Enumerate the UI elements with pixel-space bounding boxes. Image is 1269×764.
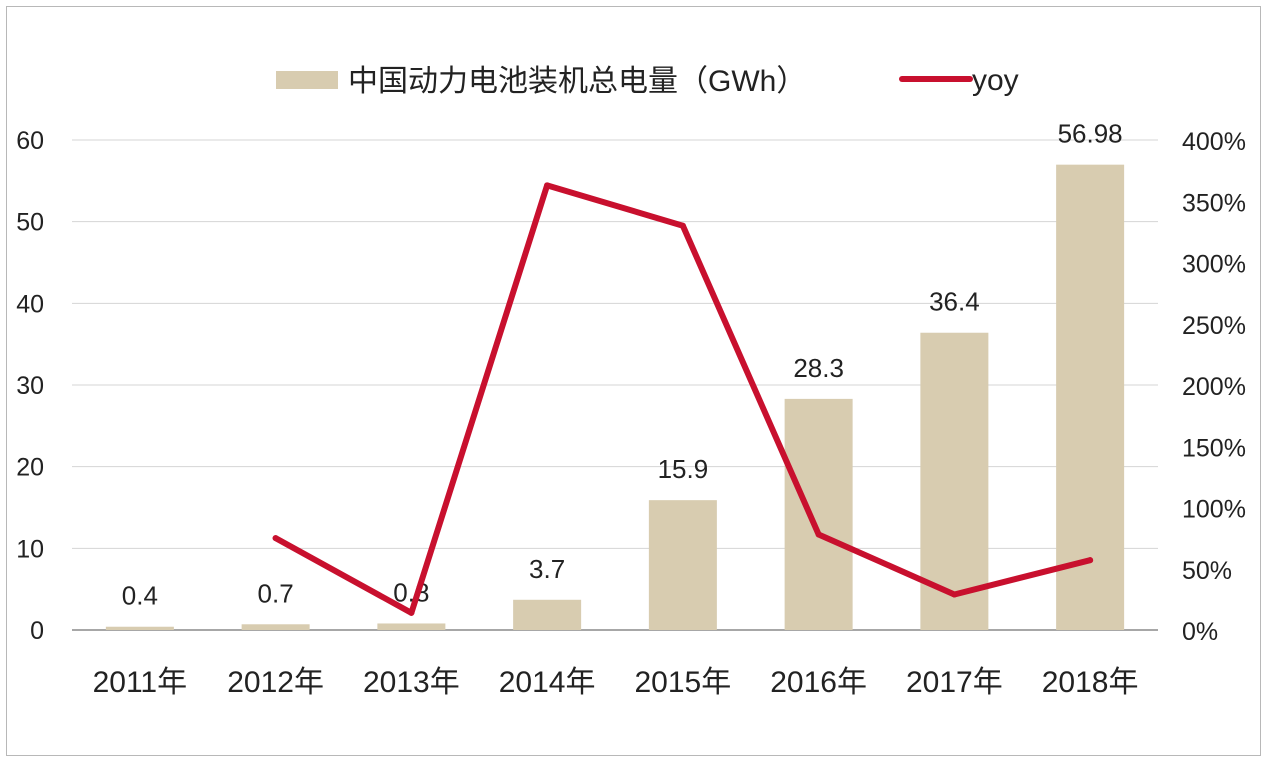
y-left-tick-label: 10 [16, 535, 44, 563]
x-tick-label: 2011年 [93, 666, 188, 699]
legend-label-bar: 中国动力电池装机总电量（GWh） [348, 65, 806, 98]
bar-data-label: 56.98 [1058, 119, 1123, 149]
bar-data-label: 28.3 [793, 353, 844, 383]
y-left-tick-label: 30 [16, 372, 44, 400]
bar [377, 623, 446, 630]
bar [241, 624, 310, 630]
y-right-tick-label: 100% [1182, 496, 1246, 524]
x-tick-label: 2012年 [227, 666, 324, 699]
y-left-tick-label: 40 [16, 290, 44, 318]
y-left-tick-label: 60 [16, 127, 44, 155]
x-tick-label: 2013年 [363, 666, 460, 699]
y-right-tick-label: 300% [1182, 251, 1246, 279]
yoy-point [679, 222, 686, 229]
x-tick-label: 2016年 [770, 666, 867, 699]
bar-data-label: 36.4 [929, 287, 980, 317]
bar [1056, 164, 1125, 630]
x-tick-label: 2014年 [499, 666, 596, 699]
legend-label-line: yoy [972, 64, 1019, 97]
yoy-point [1087, 557, 1094, 564]
y-right-tick-label: 400% [1182, 128, 1246, 156]
bar [105, 626, 174, 630]
chart-frame [6, 6, 1261, 756]
y-right-tick-label: 200% [1182, 373, 1246, 401]
y-right-tick-label: 0% [1182, 618, 1218, 646]
bar-data-label: 15.9 [658, 454, 709, 484]
yoy-point [272, 535, 279, 542]
legend-swatch-bar [276, 71, 338, 89]
yoy-point [951, 591, 958, 598]
bar-data-label: 3.7 [529, 554, 565, 584]
bar [784, 398, 853, 630]
y-right-tick-label: 150% [1182, 434, 1246, 462]
yoy-point [408, 609, 415, 616]
yoy-point [544, 182, 551, 189]
bar-data-label: 0.4 [122, 581, 158, 611]
y-left-tick-label: 20 [16, 454, 44, 482]
y-right-tick-label: 250% [1182, 312, 1246, 340]
bar [513, 599, 582, 630]
x-tick-label: 2015年 [635, 666, 732, 699]
bar [920, 332, 989, 630]
x-tick-label: 2017年 [906, 666, 1003, 699]
y-right-tick-label: 350% [1182, 189, 1246, 217]
y-right-tick-label: 50% [1182, 557, 1232, 585]
yoy-point [815, 531, 822, 538]
bar [648, 500, 717, 630]
x-tick-label: 2018年 [1042, 666, 1139, 699]
y-left-tick-label: 50 [16, 209, 44, 237]
y-left-tick-label: 0 [30, 617, 44, 645]
bar-data-label: 0.7 [258, 578, 294, 608]
